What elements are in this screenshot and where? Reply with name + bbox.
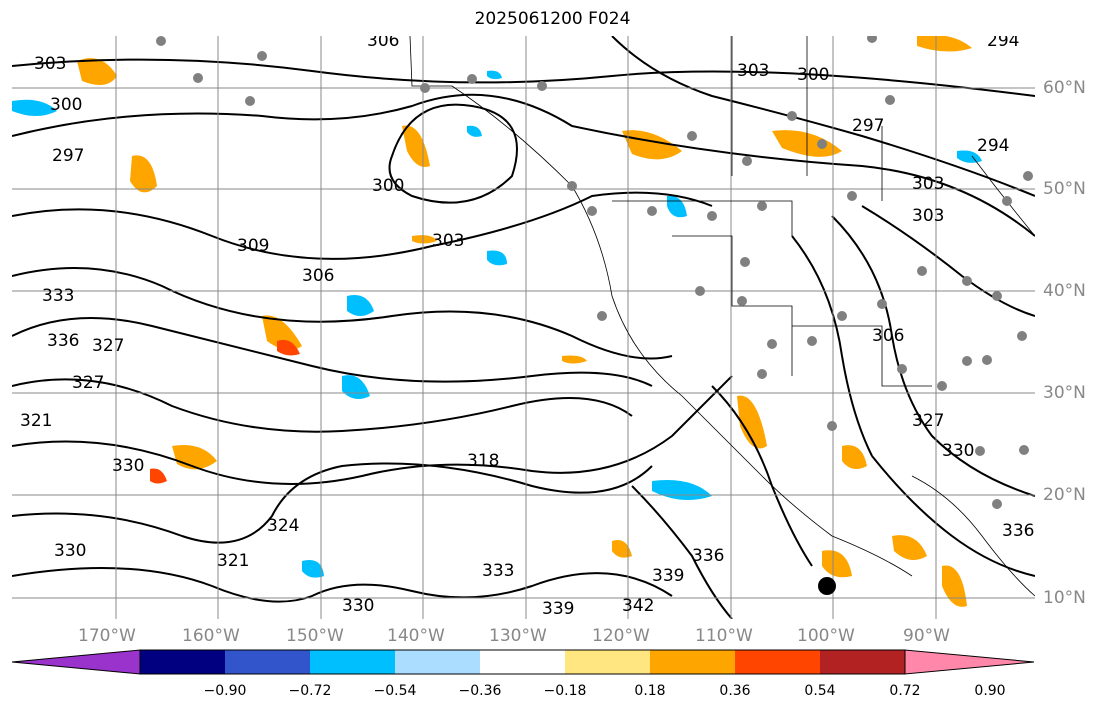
colorbar-segment xyxy=(480,650,565,674)
latitude-label: 20°N xyxy=(1043,485,1086,505)
colorbar-tick-label: −0.90 xyxy=(203,683,247,699)
contour-label: 333 xyxy=(42,286,74,306)
contour-label: 294 xyxy=(977,136,1009,156)
colorbar-tick-label: −0.72 xyxy=(288,683,332,699)
contour-label: 303 xyxy=(912,174,944,194)
colorbar-segment xyxy=(565,650,650,674)
longitude-label: 150°W xyxy=(286,626,344,646)
colorbar-segment xyxy=(650,650,735,674)
colorbar-tick-label: 0.90 xyxy=(974,683,1006,699)
contour-label: 318 xyxy=(467,451,499,471)
contour-label: 327 xyxy=(912,411,944,431)
contour-label: 339 xyxy=(652,566,684,586)
contour-label: 297 xyxy=(852,116,884,136)
longitude-label: 140°W xyxy=(387,626,445,646)
map-title: 2025061200 F024 xyxy=(474,9,631,29)
latitude-label: 60°N xyxy=(1043,78,1086,98)
map-panel: 303 300 306 297 300 303 306 309 333 336 327 327 321 3… xyxy=(12,36,1035,619)
contour-label: 342 xyxy=(622,596,654,616)
colorbar xyxy=(11,649,1035,675)
colorbar-segment xyxy=(395,650,480,674)
contour-label: 303 xyxy=(34,54,66,74)
latitude-label: 30°N xyxy=(1043,383,1086,403)
colorbar-tick-label: −0.54 xyxy=(373,683,417,699)
contour-label: 300 xyxy=(372,176,404,196)
colorbar-tick-label: −0.18 xyxy=(543,683,587,699)
colorbar-extend-low xyxy=(11,649,141,675)
contour-label: 306 xyxy=(367,36,399,51)
longitude-label: 130°W xyxy=(489,626,547,646)
longitude-label: 110°W xyxy=(695,626,753,646)
contour-label: 336 xyxy=(1002,521,1034,541)
hurricane-marker xyxy=(818,577,836,595)
colorbar-segment xyxy=(735,650,820,674)
contour-label: 294 xyxy=(987,36,1019,51)
contour-label: 330 xyxy=(112,456,144,476)
contour-label: 327 xyxy=(92,336,124,356)
contour-label: 300 xyxy=(797,65,829,85)
colorbar-tick-label: −0.36 xyxy=(458,683,502,699)
longitude-label: 120°W xyxy=(592,626,650,646)
colorbar-tick-label: 0.54 xyxy=(804,683,836,699)
contour-label: 300 xyxy=(50,95,82,115)
coastlines-borders xyxy=(409,36,1035,597)
station-markers xyxy=(156,36,1033,509)
colorbar-tick-label: 0.72 xyxy=(889,683,921,699)
colorbar-tick-label: 0.36 xyxy=(719,683,751,699)
colorbar-tick-label: 0.18 xyxy=(634,683,666,699)
contour-label: 336 xyxy=(47,331,79,351)
contour-label: 321 xyxy=(20,411,52,431)
colorbar-segment xyxy=(225,650,310,674)
contour-label: 333 xyxy=(482,561,514,581)
contour-label: 306 xyxy=(872,326,904,346)
contour-label: 330 xyxy=(342,596,374,616)
contour-label: 297 xyxy=(52,146,84,166)
contour-label: 330 xyxy=(54,541,86,561)
longitude-label: 100°W xyxy=(797,626,855,646)
lat-lon-grid xyxy=(12,36,1035,619)
latitude-label: 10°N xyxy=(1043,588,1086,608)
contour-label: 303 xyxy=(737,61,769,81)
contour-label: 321 xyxy=(217,551,249,571)
colorbar-segment xyxy=(820,650,905,674)
contour-label: 303 xyxy=(432,231,464,251)
contour-label: 330 xyxy=(942,441,974,461)
colorbar-segment xyxy=(310,650,395,674)
longitude-label: 170°W xyxy=(78,626,136,646)
latitude-label: 50°N xyxy=(1043,179,1086,199)
contour-label: 327 xyxy=(72,373,104,393)
height-contours xyxy=(12,36,1035,619)
latitude-label: 40°N xyxy=(1043,281,1086,301)
contour-label: 309 xyxy=(237,236,269,256)
longitude-label: 90°W xyxy=(903,626,950,646)
contour-labels: 303 300 306 297 300 303 306 309 333 336 327 327 321 3… xyxy=(20,36,1034,619)
contour-label: 306 xyxy=(302,266,334,286)
contour-label: 339 xyxy=(542,599,574,619)
contour-label: 324 xyxy=(267,516,299,536)
colorbar-extend-high xyxy=(904,649,1035,675)
contour-label: 336 xyxy=(692,546,724,566)
longitude-label: 160°W xyxy=(182,626,240,646)
colorbar-segment xyxy=(140,650,225,674)
contour-label: 303 xyxy=(912,206,944,226)
